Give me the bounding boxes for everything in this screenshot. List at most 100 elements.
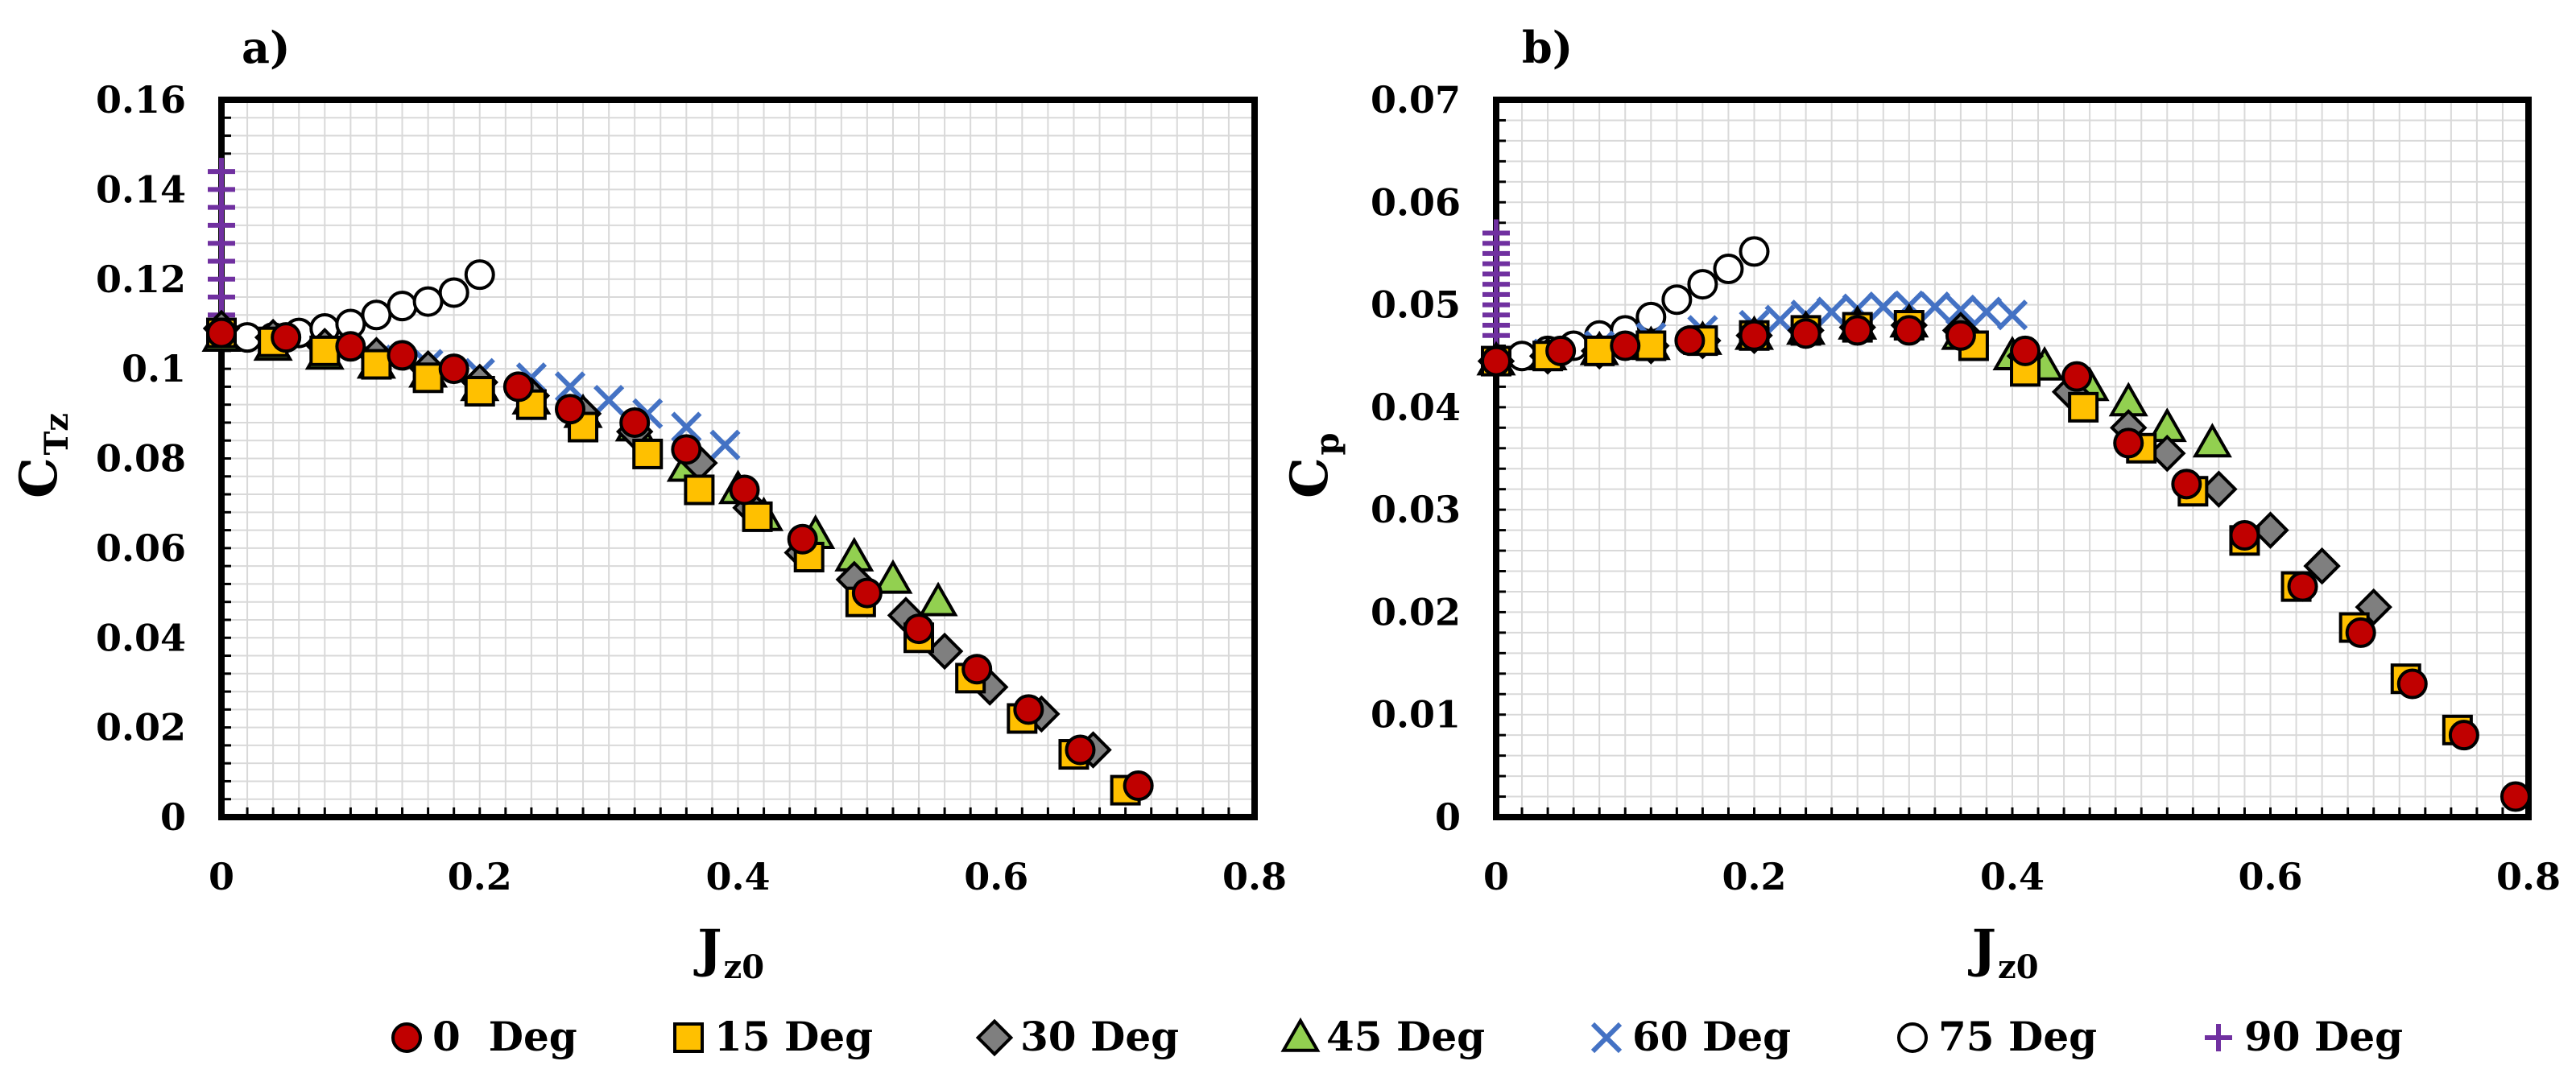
legend-label: 0 Deg [432,1013,577,1060]
series-circle [206,317,1154,802]
series-circle [1481,315,2531,812]
y-axis-title-main: C [1280,457,1340,498]
panel-label: b) [1522,22,1573,73]
data-point-triangle [918,581,958,617]
legend-label: 30 Deg [1020,1013,1179,1060]
x-tick-label: 0.2 [1722,855,1786,898]
data-point-circle [2171,469,2202,500]
data-point-circle [438,353,469,385]
y-tick-label: 0.06 [1371,180,1461,224]
data-point-circle [1013,694,1044,725]
data-point-circle [729,474,760,506]
data-point-x [1970,296,2003,328]
data-point-circle [2500,781,2531,812]
data-point-open-circle [1687,269,1718,300]
legend-marker-plus [2205,1024,2232,1051]
y-axis-title-subscript: Tz [38,413,76,455]
data-point-square [632,438,664,469]
data-point-circle [671,434,702,465]
y-tick-label: 0.03 [1371,488,1461,531]
y-tick-label: 0.07 [1371,78,1461,122]
data-point-open-circle [361,299,392,331]
data-point-circle [1481,345,1511,377]
legend-item: 75 Deg [1897,1013,2097,1060]
y-tick-label: 0.08 [96,437,186,481]
series-square [206,317,1141,806]
series-square [1481,310,2473,745]
data-point-circle [851,577,883,609]
data-point-circle [1545,335,1577,366]
data-point-open-circle [1739,236,1770,267]
y-tick-label: 0.04 [1371,386,1461,429]
x-tick-label: 0.2 [448,855,512,898]
legend-item: 45 Deg [1280,1013,1485,1060]
data-point-square [361,349,392,380]
data-point-circle [206,317,237,349]
data-point-x [1816,296,1847,328]
legend-marker-x [1590,1022,1623,1054]
panel-a: 0 0.2 0.4 0.6 0.8 0 0.02 0.04 0.06 0.08 0.1 0.12 0.1… [9,22,1287,986]
y-axis-title-subscript: p [1309,433,1346,456]
panel-b: 0 0.2 0.4 0.6 0.8 0 0.01 0.02 0.03 0.04 0.05 0.06 0.… [1280,22,2561,986]
data-point-x [1945,294,1977,326]
legend-item: 0 Deg [391,1013,577,1060]
panel-label: a) [242,22,291,73]
legend-label: 75 Deg [1938,1013,2097,1060]
data-point-circle [1065,734,1096,766]
legend-marker-diamond [975,1018,1014,1057]
legend-label: 60 Deg [1632,1013,1791,1060]
legend-label: 15 Deg [714,1013,873,1060]
y-axis-title: CTz [9,413,76,498]
data-point-circle [2229,519,2260,551]
grid [221,100,1255,817]
legend-item: 60 Deg [1590,1013,1791,1060]
x-axis-title: J [693,919,722,979]
data-point-circle [387,340,418,371]
data-point-circle [1674,325,1706,357]
data-point-triangle [2192,423,2232,458]
data-point-circle [2448,720,2479,751]
legend-marker-square [673,1022,704,1053]
legend-item: 15 Deg [673,1013,873,1060]
y-axis-title-main: C [9,457,69,498]
x-axis-title: J [1968,919,1996,979]
data-point-open-circle [438,277,469,308]
data-point-circle [2396,668,2428,700]
data-point-square [309,335,341,366]
data-point-square [412,362,444,394]
grid [1496,100,2528,817]
x-tick-label: 0.8 [2496,855,2561,898]
x-tick-label: 0.6 [964,855,1028,898]
data-point-circle [2287,571,2318,602]
x-axis-title-subscript: z0 [1998,948,2039,986]
axis-ticks [1495,98,2530,819]
x-tick-label: 0.8 [1222,855,1287,898]
y-tick-label: 0.12 [96,258,186,301]
data-point-circle [1893,315,1925,346]
data-point-square [684,474,715,506]
series-diamond [202,309,1112,769]
data-point-square [742,501,773,532]
data-point-x [671,411,702,443]
data-point-circle [787,523,818,555]
data-point-x [1919,291,1950,323]
legend-item: 90 Deg [2205,1013,2403,1060]
legend-marker-open-circle [1897,1022,1928,1053]
data-point-diamond [2251,511,2289,549]
data-point-circle [271,322,302,353]
data-point-open-circle [412,286,444,317]
data-point-circle [555,394,586,425]
x-tick-label: 0.4 [1980,855,2045,898]
legend-label: 90 Deg [2244,1013,2403,1060]
data-point-x [1996,299,2028,331]
x-tick-label: 0 [209,855,234,898]
data-point-x [709,429,741,460]
data-point-x [593,384,625,416]
y-tick-label: 0.14 [96,167,186,211]
data-point-circle [1123,770,1154,802]
y-tick-label: 0.01 [1371,693,1461,737]
data-point-circle [2113,427,2144,459]
data-point-circle [1739,320,1770,351]
